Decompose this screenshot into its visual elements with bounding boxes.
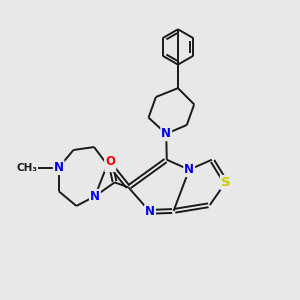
- Text: N: N: [184, 163, 194, 176]
- Text: O: O: [105, 155, 115, 168]
- Text: CH₃: CH₃: [16, 163, 38, 173]
- Text: S: S: [221, 176, 230, 189]
- Text: N: N: [145, 205, 155, 218]
- Text: O: O: [105, 158, 115, 171]
- Text: N: N: [161, 127, 171, 140]
- Text: N: N: [90, 190, 100, 203]
- Text: N: N: [54, 161, 64, 174]
